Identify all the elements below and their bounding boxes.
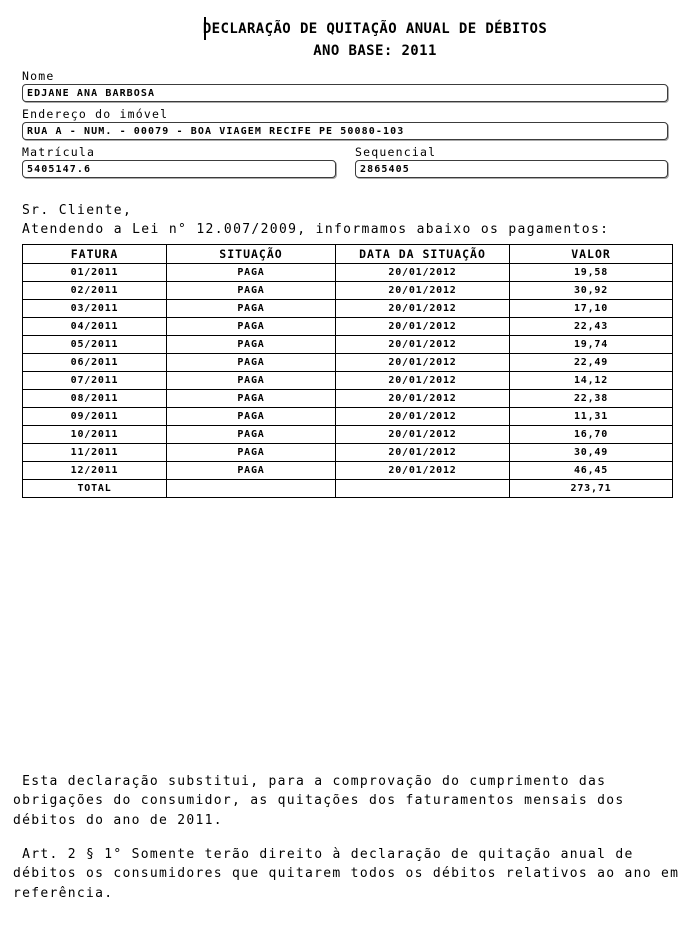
table-row: 10/2011 PAGA 20/01/2012 16,70 xyxy=(22,425,673,444)
nome-label: Nome xyxy=(22,69,55,83)
cell-valor: 11,31 xyxy=(509,407,673,426)
cell-fatura: 09/2011 xyxy=(22,407,167,426)
cell-data: 20/01/2012 xyxy=(335,263,510,282)
cell-fatura: 05/2011 xyxy=(22,335,167,354)
cell-fatura: 08/2011 xyxy=(22,389,167,408)
table-header-row: FATURA SITUAÇÃO DATA DA SITUAÇÃO VALOR xyxy=(22,244,673,264)
cell-data: 20/01/2012 xyxy=(335,281,510,300)
cell-data: 20/01/2012 xyxy=(335,335,510,354)
cell-situacao: PAGA xyxy=(166,353,336,372)
cell-situacao: PAGA xyxy=(166,263,336,282)
cell-situacao: PAGA xyxy=(166,281,336,300)
page-title: DECLARAÇÃO DE QUITAÇÃO ANUAL DE DÉBITOS xyxy=(202,21,548,37)
table-row: 03/2011 PAGA 20/01/2012 17,10 xyxy=(22,299,673,318)
table-row: 08/2011 PAGA 20/01/2012 22,38 xyxy=(22,389,673,408)
cell-situacao: PAGA xyxy=(166,317,336,336)
header-fatura: FATURA xyxy=(22,244,167,264)
cell-data: 20/01/2012 xyxy=(335,389,510,408)
cell-data: 20/01/2012 xyxy=(335,353,510,372)
cell-fatura: 02/2011 xyxy=(22,281,167,300)
matricula-label: Matrícula xyxy=(22,145,96,159)
cell-fatura: 06/2011 xyxy=(22,353,167,372)
table-row: 01/2011 PAGA 20/01/2012 19,58 xyxy=(22,263,673,282)
cell-valor: 16,70 xyxy=(509,425,673,444)
cell-valor: 30,49 xyxy=(509,443,673,462)
cell-data: 20/01/2012 xyxy=(335,299,510,318)
cell-fatura: 12/2011 xyxy=(22,461,167,480)
cell-fatura: 07/2011 xyxy=(22,371,167,390)
text-cursor xyxy=(204,17,206,40)
cell-situacao: PAGA xyxy=(166,425,336,444)
cell-valor: 17,10 xyxy=(509,299,673,318)
payments-table: FATURA SITUAÇÃO DATA DA SITUAÇÃO VALOR 0… xyxy=(22,244,673,498)
cell-situacao: PAGA xyxy=(166,443,336,462)
cell-situacao: PAGA xyxy=(166,371,336,390)
header-valor: VALOR xyxy=(509,244,673,264)
table-row: 02/2011 PAGA 20/01/2012 30,92 xyxy=(22,281,673,300)
law-article-paragraph: Art. 2 § 1° Somente terão direito à decl… xyxy=(13,847,680,901)
cell-valor: 14,12 xyxy=(509,371,673,390)
cell-data: 20/01/2012 xyxy=(335,425,510,444)
cell-fatura: 04/2011 xyxy=(22,317,167,336)
cell-valor: 30,92 xyxy=(509,281,673,300)
total-label: TOTAL xyxy=(22,479,167,498)
title-block: DECLARAÇÃO DE QUITAÇÃO ANUAL DE DÉBITOS … xyxy=(50,21,700,59)
page-subtitle: ANO BASE: 2011 xyxy=(313,43,437,59)
table-total-row: TOTAL 273,71 xyxy=(22,479,673,498)
cell-fatura: 10/2011 xyxy=(22,425,167,444)
header-situacao: SITUAÇÃO xyxy=(166,244,336,264)
cell-valor: 46,45 xyxy=(509,461,673,480)
cell-valor: 22,38 xyxy=(509,389,673,408)
cell-data: 20/01/2012 xyxy=(335,407,510,426)
law-reference-line: Atendendo a Lei n° 12.007/2009, informam… xyxy=(22,222,610,237)
table-row: 12/2011 PAGA 20/01/2012 46,45 xyxy=(22,461,673,480)
endereco-label: Endereço do imóvel xyxy=(22,107,169,121)
cell-situacao: PAGA xyxy=(166,389,336,408)
table-row: 05/2011 PAGA 20/01/2012 19,74 xyxy=(22,335,673,354)
table-row: 07/2011 PAGA 20/01/2012 14,12 xyxy=(22,371,673,390)
greeting-line: Sr. Cliente, xyxy=(22,203,133,218)
sequencial-field[interactable]: 2865405 xyxy=(355,160,668,178)
table-row: 09/2011 PAGA 20/01/2012 11,31 xyxy=(22,407,673,426)
endereco-field[interactable]: RUA A - NUM. - 00079 - BOA VIAGEM RECIFE… xyxy=(22,122,668,140)
table-row: 04/2011 PAGA 20/01/2012 22,43 xyxy=(22,317,673,336)
table-row: 06/2011 PAGA 20/01/2012 22,49 xyxy=(22,353,673,372)
table-row: 11/2011 PAGA 20/01/2012 30,49 xyxy=(22,443,673,462)
matricula-field[interactable]: 5405147.6 xyxy=(22,160,336,178)
cell-valor: 22,43 xyxy=(509,317,673,336)
cell-situacao: PAGA xyxy=(166,461,336,480)
cell-valor: 19,58 xyxy=(509,263,673,282)
cell-situacao: PAGA xyxy=(166,299,336,318)
cell-fatura: 11/2011 xyxy=(22,443,167,462)
total-empty-data xyxy=(335,479,510,498)
cell-situacao: PAGA xyxy=(166,407,336,426)
cell-valor: 19,74 xyxy=(509,335,673,354)
cell-data: 20/01/2012 xyxy=(335,443,510,462)
total-value: 273,71 xyxy=(509,479,673,498)
cell-valor: 22,49 xyxy=(509,353,673,372)
cell-fatura: 03/2011 xyxy=(22,299,167,318)
total-empty-situacao xyxy=(166,479,336,498)
nome-field[interactable]: EDJANE ANA BARBOSA xyxy=(22,84,668,102)
cell-data: 20/01/2012 xyxy=(335,317,510,336)
cell-data: 20/01/2012 xyxy=(335,461,510,480)
cell-data: 20/01/2012 xyxy=(335,371,510,390)
cell-fatura: 01/2011 xyxy=(22,263,167,282)
declaration-paragraph: Esta declaração substitui, para a compro… xyxy=(13,774,625,828)
sequencial-label: Sequencial xyxy=(355,145,437,159)
header-data-situacao: DATA DA SITUAÇÃO xyxy=(335,244,510,264)
cell-situacao: PAGA xyxy=(166,335,336,354)
